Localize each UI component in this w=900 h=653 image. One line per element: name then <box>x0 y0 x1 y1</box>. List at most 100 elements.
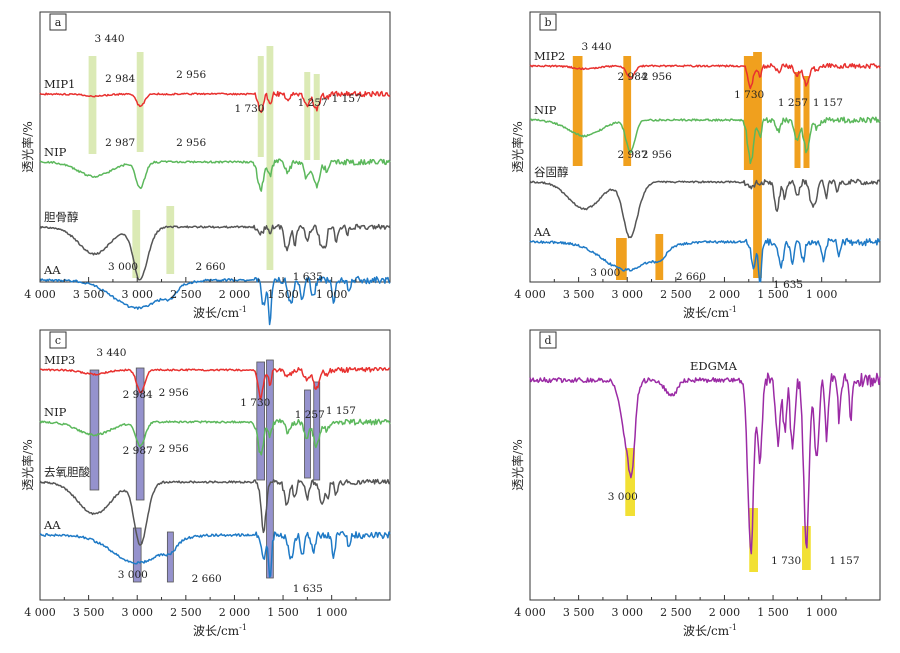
x-tick-label: 1 500 <box>757 288 789 301</box>
x-tick-label: 3 000 <box>121 288 153 301</box>
peak-annotation: 1 257 <box>298 97 328 109</box>
peak-annotation: 1 635 <box>773 279 803 291</box>
x-axis-label: 波长/cm-1 <box>193 623 247 638</box>
x-tick-label: 3 000 <box>611 606 643 619</box>
x-tick-label: 1 500 <box>267 606 299 619</box>
x-tick-label: 1 500 <box>267 288 299 301</box>
highlight-band <box>749 508 758 572</box>
peak-annotation: 1 157 <box>813 97 843 109</box>
series-title: EDGMA <box>690 359 738 373</box>
series-label: 去氧胆酸 <box>44 465 90 479</box>
svg-text:a: a <box>55 16 62 29</box>
highlight-band <box>132 527 142 583</box>
series-line <box>39 223 391 281</box>
x-tick-label: 3 500 <box>563 288 595 301</box>
x-tick-label: 3 500 <box>73 288 105 301</box>
highlight-band <box>135 367 145 501</box>
series-line <box>529 178 881 239</box>
plot-frame <box>39 11 391 283</box>
peak-annotation: 2 956 <box>176 69 206 81</box>
series-line <box>39 90 391 114</box>
x-tick-label: 3 000 <box>611 288 643 301</box>
peak-annotation: 1 157 <box>829 555 859 567</box>
peak-annotation: 1 730 <box>734 89 764 101</box>
x-tick-label: 3 000 <box>121 606 153 619</box>
series-line <box>39 275 391 326</box>
peak-annotation: 1 730 <box>771 555 801 567</box>
peak-annotation: 2 956 <box>642 149 672 161</box>
panel-d: d EDGMA 3 000 1 730 1 157 4 000 3 500 3 000 2 50… <box>510 329 881 638</box>
x-tick-label: 2 500 <box>660 288 692 301</box>
x-tick-label: 2 500 <box>170 288 202 301</box>
series-label: AA <box>43 263 61 277</box>
highlight-band <box>132 210 141 278</box>
peak-annotation: 1 730 <box>240 397 270 409</box>
x-tick-label: 2 000 <box>709 288 741 301</box>
x-tick-label: 2 000 <box>219 606 251 619</box>
series-label: AA <box>533 225 551 239</box>
x-axis-label: 波长/cm-1 <box>683 623 737 638</box>
series-label: 胆骨醇 <box>44 210 79 224</box>
series-label: 谷固醇 <box>534 165 569 179</box>
x-tick-label: 1 500 <box>757 606 789 619</box>
highlight-band <box>88 56 97 154</box>
highlight-band <box>616 238 627 280</box>
x-tick-label: 1 000 <box>316 288 348 301</box>
panel-letter: d <box>539 331 557 349</box>
x-tick-label: 2 000 <box>219 288 251 301</box>
peak-annotation: 2 987 <box>618 149 648 161</box>
peak-annotation: 2 956 <box>642 71 672 83</box>
panel-letter: c <box>49 331 67 349</box>
peak-annotation: 2 984 <box>123 389 153 401</box>
series-label: MIP3 <box>44 353 75 367</box>
peak-annotation: 2 956 <box>159 387 189 399</box>
series-label: NIP <box>44 405 67 419</box>
x-tick-label: 3 500 <box>563 606 595 619</box>
x-tick-label: 2 000 <box>709 606 741 619</box>
panel-letter: b <box>539 13 557 31</box>
x-tick-label: 4 000 <box>514 288 546 301</box>
peak-annotation: 1 730 <box>234 103 264 115</box>
highlight-band <box>166 206 175 274</box>
highlight-band <box>803 76 810 168</box>
series-line <box>529 237 881 283</box>
panel-letter: a <box>49 13 67 31</box>
x-tick-label: 1 000 <box>806 606 838 619</box>
series-label: AA <box>43 518 61 532</box>
series-line <box>39 478 391 546</box>
peak-annotation: 2 956 <box>176 137 206 149</box>
peak-annotation: 1 257 <box>295 409 325 421</box>
peak-annotation: 3 440 <box>582 41 612 53</box>
series-line <box>530 116 881 165</box>
peak-annotation: 2 660 <box>196 261 226 273</box>
highlight-band <box>655 234 664 280</box>
series-label: NIP <box>44 145 67 159</box>
peak-annotation: 1 635 <box>293 583 323 595</box>
plot-frame <box>529 329 881 601</box>
series-line <box>529 62 881 90</box>
series-line <box>39 366 391 401</box>
peak-annotation: 1 635 <box>293 271 323 283</box>
highlight-band <box>743 56 754 170</box>
plot-frame <box>39 329 391 601</box>
series-line <box>39 530 391 578</box>
x-tick-label: 1 000 <box>316 606 348 619</box>
peak-annotation: 3 000 <box>608 491 638 503</box>
peak-annotation: 2 956 <box>159 443 189 455</box>
highlight-band <box>572 56 583 166</box>
series-line <box>529 372 881 555</box>
svg-text:c: c <box>55 334 61 347</box>
highlight-band <box>256 361 265 481</box>
highlight-band <box>304 72 311 160</box>
highlight-band <box>266 46 274 270</box>
peak-annotation: 3 000 <box>118 569 148 581</box>
svg-text:d: d <box>544 334 551 347</box>
peak-annotation: 3 000 <box>108 261 138 273</box>
peak-annotation: 3 000 <box>590 267 620 279</box>
series-label: MIP2 <box>534 49 565 63</box>
x-tick-label: 4 000 <box>24 288 56 301</box>
highlight-band <box>257 56 264 157</box>
x-tick-label: 4 000 <box>514 606 546 619</box>
